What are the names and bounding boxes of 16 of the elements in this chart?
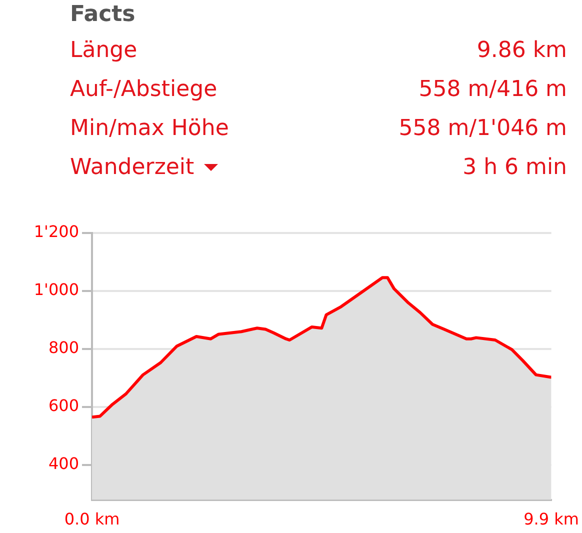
- text: 558 m/1'046 m: [398, 116, 567, 141]
- y-tick-label: 400: [48, 454, 79, 474]
- text: 3 h 6 min: [462, 155, 567, 180]
- text: 9.86 km: [476, 38, 567, 63]
- y-tick-label: 600: [48, 396, 79, 416]
- text: Wanderzeit: [70, 155, 196, 180]
- text: Facts: [70, 2, 136, 27]
- text: Länge: [70, 38, 138, 63]
- y-tick-label: 1'000: [34, 280, 79, 300]
- y-tick-label: 1'200: [34, 222, 79, 242]
- text: Min/max Höhe: [70, 116, 229, 141]
- x-tick-label: 0.0 km: [64, 510, 120, 529]
- text: 558 m/416 m: [418, 77, 567, 102]
- y-tick-label: 800: [48, 338, 79, 358]
- text: Auf-/Abstiege: [70, 77, 218, 102]
- x-tick-label: 9.9 km: [524, 510, 580, 529]
